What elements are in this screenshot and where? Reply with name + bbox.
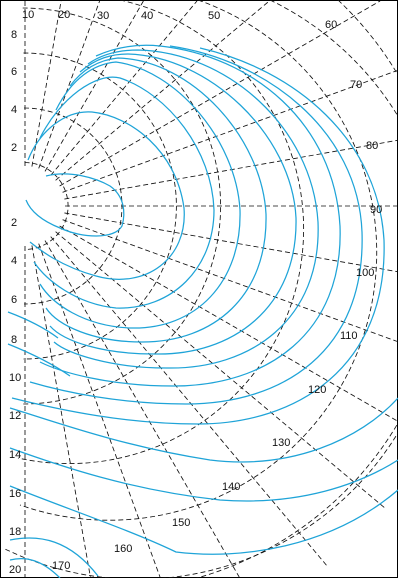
angle-label-10: 10 xyxy=(22,9,34,21)
contour-line xyxy=(9,447,398,502)
angle-label-70: 70 xyxy=(350,79,362,91)
contour-line xyxy=(25,173,125,237)
contour-line xyxy=(7,311,59,339)
angle-label-110: 110 xyxy=(340,330,358,342)
radius-label-upper-8: 8 xyxy=(11,29,17,41)
grid-ray-150 xyxy=(44,240,240,578)
contour-lines xyxy=(7,44,398,578)
grid-ray-70 xyxy=(62,70,398,193)
radius-label-lower-12: 12 xyxy=(9,410,21,422)
grid-ray-170 xyxy=(31,245,91,578)
grid-ray-160 xyxy=(38,243,161,578)
radius-label-lower-18: 18 xyxy=(9,526,21,538)
arc-r8 xyxy=(10,0,398,578)
grid-ray-100 xyxy=(64,212,398,273)
arc-r7 xyxy=(4,0,398,578)
angle-label-60: 60 xyxy=(325,19,337,31)
grid-ray-30 xyxy=(44,0,144,172)
grid-ray-20 xyxy=(38,0,100,169)
radius-label-upper-2: 2 xyxy=(11,142,17,154)
angle-label-150: 150 xyxy=(172,517,190,529)
contour-line xyxy=(11,47,385,425)
angle-label-90: 90 xyxy=(370,204,382,216)
contour-line xyxy=(49,53,297,355)
contour-line xyxy=(9,557,61,578)
arc-r6 xyxy=(19,0,378,521)
contour-line xyxy=(39,61,241,329)
radius-label-lower-20: 20 xyxy=(9,564,21,576)
grid-ray-120 xyxy=(59,225,398,422)
angle-label-120: 120 xyxy=(308,384,326,396)
radius-label-upper-6: 6 xyxy=(11,66,17,78)
angle-label-20: 20 xyxy=(58,9,70,21)
angle-label-100: 100 xyxy=(356,267,374,279)
contour-line xyxy=(53,49,319,369)
radius-label-lower-2: 2 xyxy=(11,217,17,229)
contour-line xyxy=(9,485,398,555)
angle-label-50: 50 xyxy=(208,10,220,22)
radius-labels: 8 6 4 2 2 4 6 8 10 12 14 16 18 20 xyxy=(9,29,21,576)
grid-ray-80 xyxy=(64,139,398,200)
contour-line xyxy=(7,343,71,377)
contour-line xyxy=(9,537,99,577)
contour-line xyxy=(33,76,215,309)
angle-label-80: 80 xyxy=(366,140,378,152)
grid-rays xyxy=(24,0,398,578)
radius-label-upper-4: 4 xyxy=(11,104,17,116)
contour-line xyxy=(39,44,341,387)
arc-r3 xyxy=(23,52,177,360)
contour-line xyxy=(45,57,267,343)
grid-arcs xyxy=(4,0,398,578)
contour-line xyxy=(9,397,398,463)
angle-label-160: 160 xyxy=(114,543,132,555)
radius-label-lower-8: 8 xyxy=(11,334,17,346)
grid-ray-10 xyxy=(31,0,62,167)
grid-ray-40 xyxy=(50,0,198,176)
radius-label-lower-16: 16 xyxy=(9,488,21,500)
grid-ray-50 xyxy=(55,0,270,181)
radius-label-lower-14: 14 xyxy=(9,449,21,461)
contour-line xyxy=(27,111,185,280)
angle-label-40: 40 xyxy=(141,10,153,22)
grid-ray-110 xyxy=(62,219,398,342)
contour-line xyxy=(29,45,363,405)
arc-r5 xyxy=(17,0,305,465)
grid-ray-60 xyxy=(59,0,381,187)
radius-label-lower-6: 6 xyxy=(11,294,17,306)
radius-label-lower-10: 10 xyxy=(9,372,21,384)
angle-labels: 10 20 30 40 50 60 70 80 90 100 110 120 1… xyxy=(22,9,382,572)
angle-label-130: 130 xyxy=(272,437,290,449)
angle-label-30: 30 xyxy=(97,10,109,22)
angle-label-140: 140 xyxy=(222,481,240,493)
radius-label-lower-4: 4 xyxy=(11,255,17,267)
angle-label-170: 170 xyxy=(52,560,70,572)
